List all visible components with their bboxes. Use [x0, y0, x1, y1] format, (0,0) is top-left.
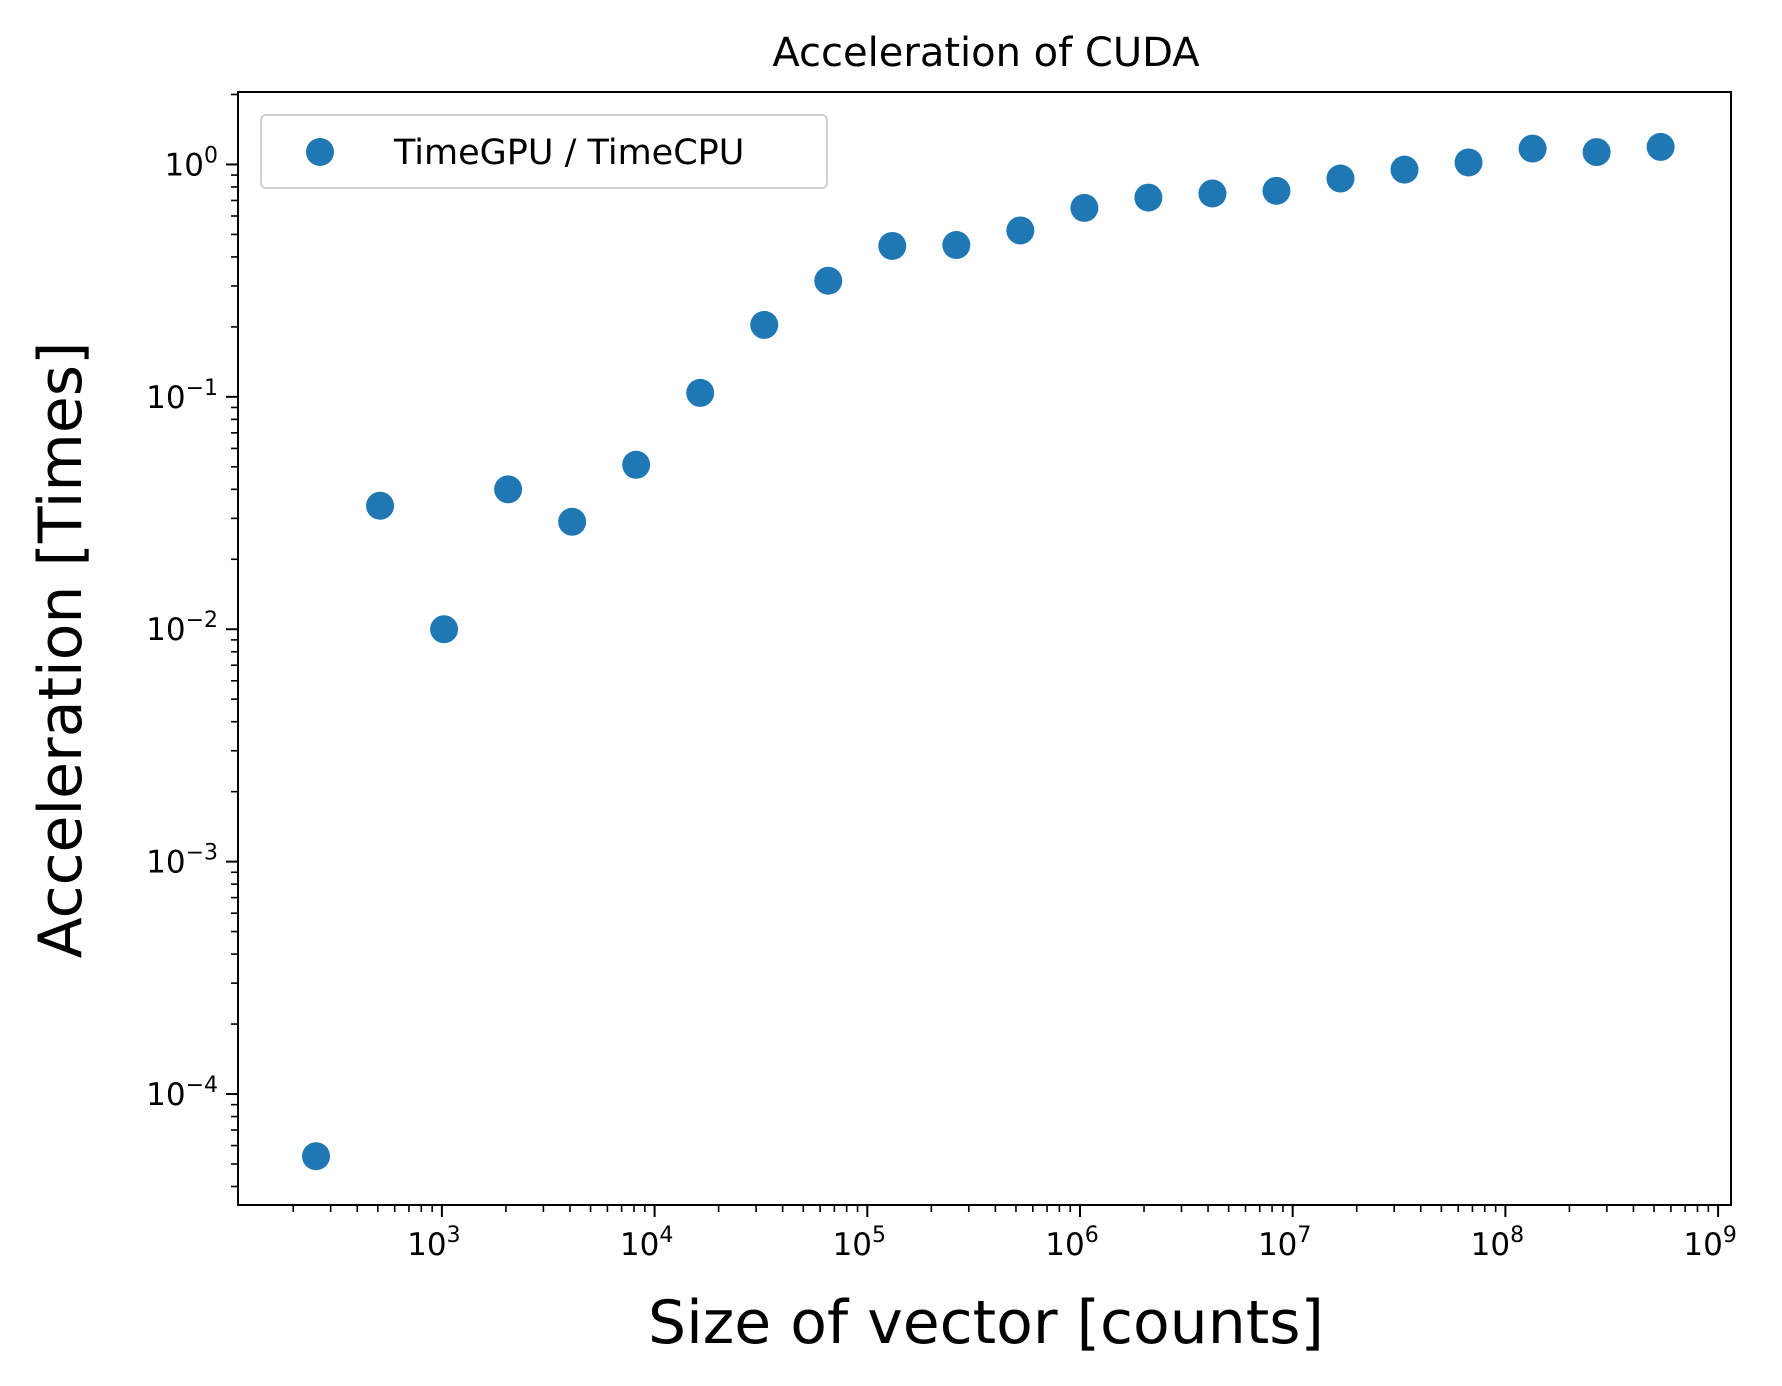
x-tick-label: 107	[1258, 1223, 1311, 1263]
chart-title: Acceleration of CUDA	[772, 30, 1200, 76]
data-point	[1518, 134, 1547, 163]
x-tick-label: 106	[1045, 1223, 1098, 1263]
legend: TimeGPU / TimeCPU	[260, 114, 828, 189]
data-point	[1390, 155, 1419, 184]
data-point	[942, 231, 971, 260]
x-axis-ticks: 103 104 105 106 107 108 109	[407, 1205, 1737, 1263]
x-tick-label: 109	[1683, 1223, 1736, 1263]
y-axis-label: Acceleration [Times]	[26, 342, 96, 959]
data-point	[1262, 176, 1291, 205]
y-tick-label: 10−2	[146, 608, 218, 648]
legend-label: TimeGPU / TimeCPU	[393, 133, 744, 173]
data-point	[366, 491, 395, 520]
data-point	[1198, 179, 1227, 208]
data-point	[1006, 216, 1035, 245]
data-point	[1326, 164, 1355, 193]
data-point	[622, 450, 651, 479]
minor-ticks	[231, 93, 1710, 1212]
x-tick-label: 104	[620, 1223, 673, 1263]
data-point	[494, 475, 523, 504]
data-point	[1454, 148, 1483, 177]
y-tick-label: 10−4	[146, 1073, 218, 1113]
plot-frame	[237, 91, 1732, 1206]
y-tick-label: 100	[165, 143, 218, 183]
x-tick-label: 108	[1471, 1223, 1524, 1263]
x-tick-label: 105	[833, 1223, 886, 1263]
data-point	[814, 266, 843, 295]
data-point	[430, 615, 459, 644]
x-axis-label: Size of vector [counts]	[648, 1288, 1324, 1358]
y-tick-label: 10−3	[146, 841, 218, 881]
data-point	[1134, 183, 1163, 212]
data-point	[878, 231, 907, 260]
data-point	[1070, 193, 1099, 222]
legend-marker	[306, 138, 334, 166]
x-tick-label: 103	[407, 1223, 460, 1263]
plot-area	[238, 92, 1731, 1205]
legend-box	[260, 114, 828, 189]
data-point	[302, 1142, 331, 1171]
data-point	[1582, 138, 1611, 167]
data-point	[1646, 132, 1675, 161]
y-axis-ticks: 100 10−1 10−2 10−3 10−4	[146, 143, 238, 1113]
data-point	[558, 507, 587, 536]
data-point	[686, 378, 715, 407]
data-point	[750, 310, 779, 339]
y-tick-label: 10−1	[146, 376, 218, 416]
data-points	[302, 132, 1675, 1171]
